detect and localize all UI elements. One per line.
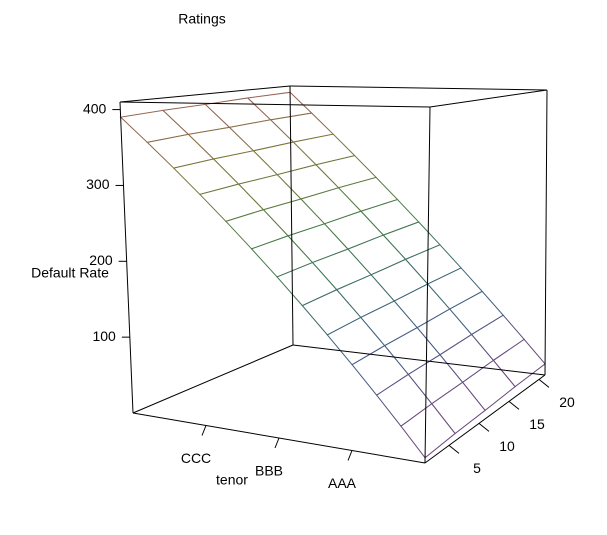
box-edge (289, 85, 294, 346)
box-edge (119, 85, 291, 103)
z-axis-title: Default Rate (31, 265, 109, 281)
box-edge (132, 344, 294, 414)
y-tick-label: 20 (559, 394, 575, 410)
z-tick-label: 200 (89, 252, 113, 268)
y-tick (538, 379, 550, 388)
x-tick (201, 425, 207, 436)
x-tick-label: CCC (181, 450, 211, 466)
box-edge (292, 344, 546, 376)
box-edge (544, 89, 548, 376)
surface-cell (400, 403, 456, 459)
z-tick-label: 300 (86, 176, 110, 192)
box-edge (119, 101, 134, 414)
z-tick-label: 400 (83, 100, 107, 116)
x-tick-label: AAA (328, 475, 357, 491)
y-tick (508, 401, 520, 410)
y-axis-title: tenor (216, 472, 248, 488)
x-tick (274, 437, 280, 449)
box-edge (424, 374, 546, 464)
x-tick-label: BBB (255, 463, 283, 479)
x-axis-title: Ratings (178, 11, 225, 27)
box-edge (424, 106, 431, 464)
y-tick (478, 423, 490, 432)
box-edge (289, 85, 548, 91)
box-edge (119, 101, 431, 108)
box-edge (429, 89, 548, 108)
y-tick-label: 10 (499, 438, 515, 454)
x-tick (347, 450, 353, 461)
y-tick-label: 15 (529, 416, 545, 432)
z-tick-label: 100 (92, 328, 116, 344)
y-tick-label: 5 (473, 460, 481, 476)
y-tick (448, 445, 460, 454)
